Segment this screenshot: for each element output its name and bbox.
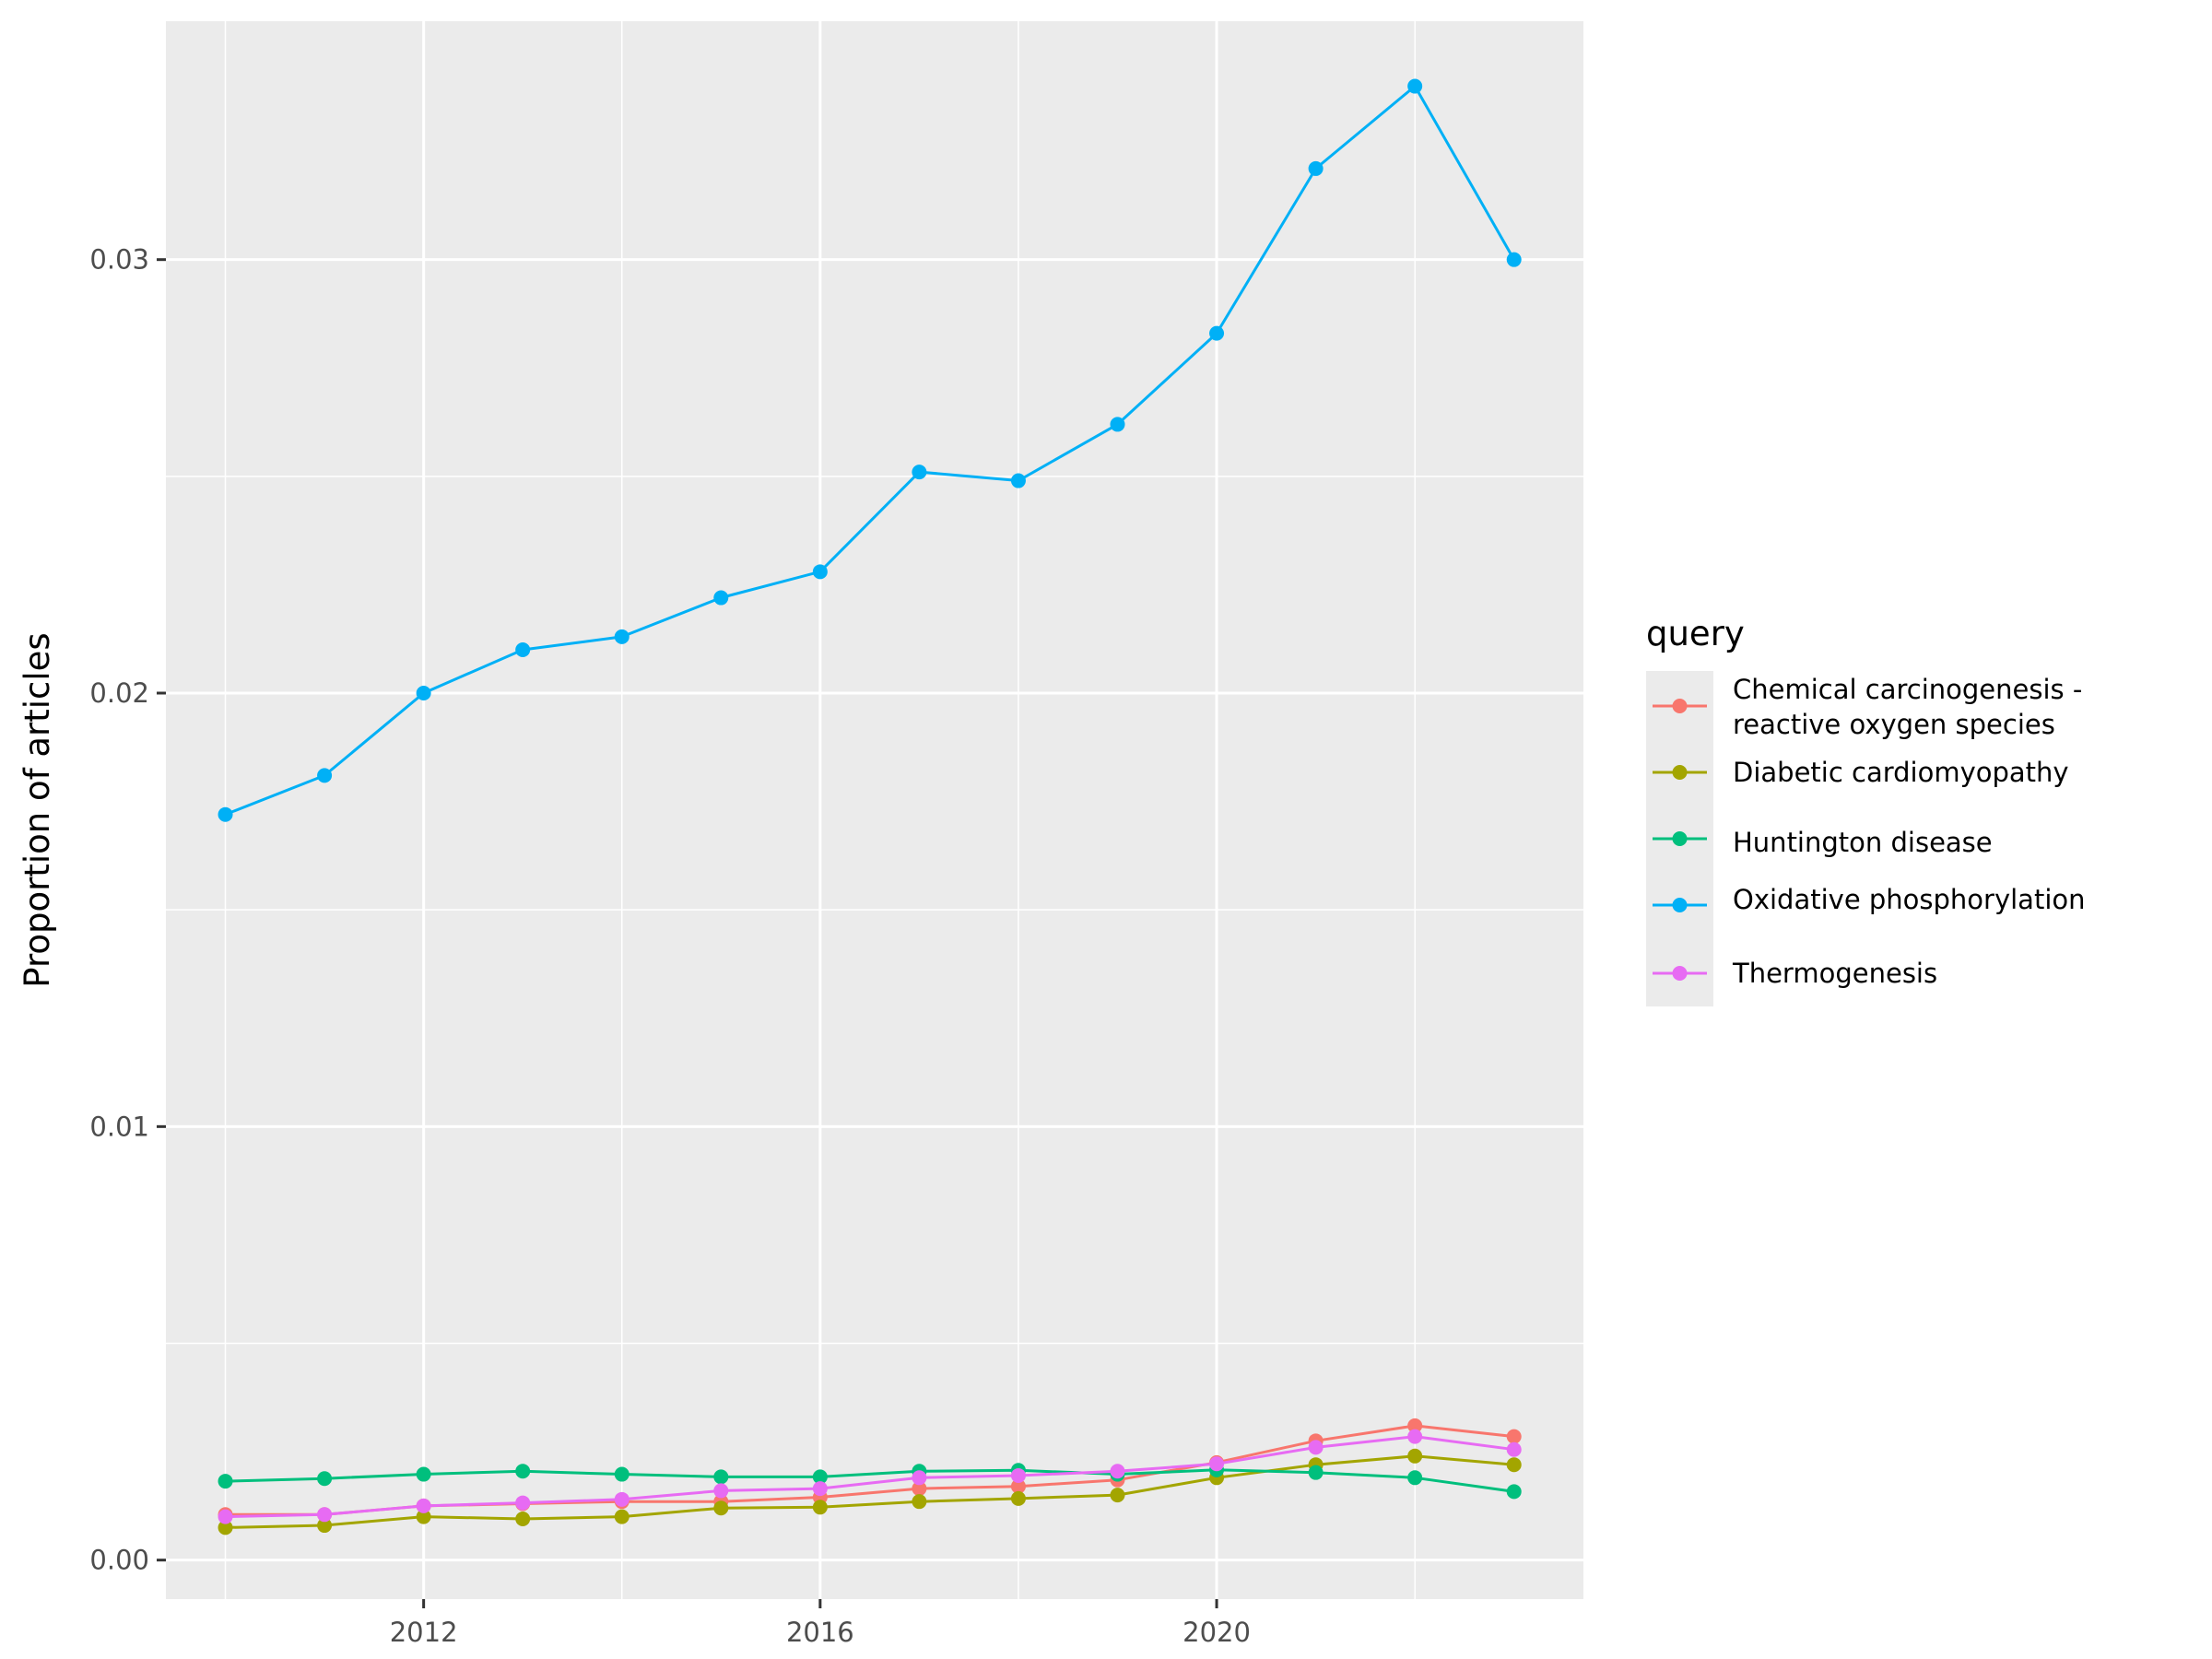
series-line xyxy=(224,85,1516,817)
data-point xyxy=(317,1507,333,1523)
legend-item: Diabetic cardiomyopathy xyxy=(1653,757,2069,788)
data-point xyxy=(912,1470,927,1486)
data-point xyxy=(912,1481,927,1497)
data-point xyxy=(218,1509,233,1524)
x-tick-label: 2016 xyxy=(786,1617,854,1648)
axis-tick-labels: 2012 2016 2020 0.00 0.01 0.02 0.03 xyxy=(89,244,1251,1648)
y-tick-label: 0.01 xyxy=(89,1111,149,1142)
series-group xyxy=(218,78,1522,822)
data-point xyxy=(1506,252,1522,267)
y-tick-label: 0.02 xyxy=(89,677,149,709)
data-point xyxy=(317,1518,333,1534)
data-point xyxy=(1308,1465,1324,1480)
legend-title: query xyxy=(1646,614,1745,653)
legend-label: Huntington disease xyxy=(1733,827,1993,858)
data-point xyxy=(1308,1440,1324,1455)
series-line xyxy=(225,1435,1514,1519)
legend-item: Thermogenesis xyxy=(1653,958,1937,989)
legend-key-point xyxy=(1672,898,1688,912)
data-point xyxy=(614,1491,629,1507)
legend-label-line2: reactive oxygen species xyxy=(1733,709,2055,740)
legend-key-point xyxy=(1672,831,1688,846)
data-point xyxy=(1506,1457,1522,1473)
data-point xyxy=(912,1494,927,1510)
data-point xyxy=(416,686,431,701)
series-line xyxy=(225,1454,1514,1529)
data-point xyxy=(812,1481,828,1497)
data-point xyxy=(1506,1441,1522,1457)
data-point xyxy=(1506,1429,1522,1444)
data-point xyxy=(1506,1484,1522,1500)
legend-item: Huntington disease xyxy=(1653,827,1993,858)
data-point xyxy=(515,641,531,657)
data-point xyxy=(1010,473,1026,488)
minor-gridlines xyxy=(166,21,1583,1599)
data-point xyxy=(1407,1448,1423,1464)
data-point xyxy=(515,1511,531,1526)
data-point xyxy=(1407,1470,1423,1486)
data-point xyxy=(812,564,828,580)
data-point xyxy=(713,1469,729,1485)
data-point xyxy=(218,1520,233,1535)
data-point xyxy=(1308,160,1324,176)
data-point xyxy=(1010,1467,1026,1483)
legend-key-point xyxy=(1672,966,1688,981)
data-point xyxy=(713,590,729,606)
legend-label: Chemical carcinogenesis - xyxy=(1733,674,2082,705)
data-point xyxy=(317,768,333,783)
series-group xyxy=(218,1448,1522,1535)
data-point xyxy=(1407,78,1423,94)
x-tick-label: 2020 xyxy=(1182,1617,1251,1648)
x-tick-label: 2012 xyxy=(390,1617,458,1648)
data-point xyxy=(416,1509,431,1524)
data-point xyxy=(614,629,629,644)
legend-items: Chemical carcinogenesis - reactive oxyge… xyxy=(1653,674,2086,989)
data-point xyxy=(912,465,927,480)
axis-ticks xyxy=(157,258,1218,1608)
data-point xyxy=(614,1509,629,1524)
data-point xyxy=(812,1500,828,1515)
legend-item: Chemical carcinogenesis - reactive oxyge… xyxy=(1653,674,2082,740)
data-point xyxy=(713,1500,729,1516)
data-point xyxy=(614,1466,629,1482)
legend-item: Oxidative phosphorylation xyxy=(1653,884,2086,915)
data-point xyxy=(218,806,233,822)
data-point xyxy=(1110,1464,1125,1479)
data-point xyxy=(713,1483,729,1499)
legend: query Chemical carcinogenesis - reactive… xyxy=(1646,614,2086,1006)
y-axis-title: Proportion of articles xyxy=(18,632,57,987)
data-point xyxy=(1010,1478,1026,1494)
legend-label: Diabetic cardiomyopathy xyxy=(1733,757,2069,788)
legend-label: Thermogenesis xyxy=(1732,958,1937,989)
legend-label: Oxidative phosphorylation xyxy=(1733,884,2086,915)
data-point xyxy=(515,1495,531,1511)
data-point xyxy=(1110,417,1125,432)
data-point xyxy=(515,1464,531,1479)
data-point xyxy=(218,1474,233,1489)
data-point xyxy=(1407,1418,1423,1433)
series-line xyxy=(225,1468,1514,1493)
data-point xyxy=(1209,325,1225,341)
data-point xyxy=(416,1466,431,1482)
y-tick-label: 0.03 xyxy=(89,244,149,276)
data-point xyxy=(317,1471,333,1487)
legend-key-point xyxy=(1672,765,1688,780)
panel-background xyxy=(166,21,1583,1599)
data-point xyxy=(1110,1488,1125,1503)
major-gridlines xyxy=(166,21,1583,1599)
data-point xyxy=(1209,1456,1225,1472)
data-point xyxy=(812,1469,828,1485)
data-point xyxy=(416,1498,431,1513)
data-point xyxy=(1010,1490,1026,1506)
y-tick-label: 0.00 xyxy=(89,1545,149,1576)
series-layer xyxy=(218,78,1522,1535)
legend-key-point xyxy=(1672,699,1688,713)
data-point xyxy=(1407,1429,1423,1444)
series-group xyxy=(218,1429,1522,1524)
